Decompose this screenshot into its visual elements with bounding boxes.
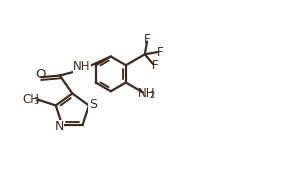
Text: F: F <box>151 60 158 72</box>
Text: N: N <box>54 120 64 133</box>
Text: F: F <box>144 33 150 46</box>
Text: NH: NH <box>138 87 156 100</box>
Text: 2: 2 <box>149 91 154 100</box>
Text: S: S <box>89 98 97 111</box>
Text: CH: CH <box>23 93 40 106</box>
Text: F: F <box>156 45 163 58</box>
Text: 3: 3 <box>33 97 39 106</box>
Text: NH: NH <box>73 60 91 74</box>
Text: O: O <box>36 68 46 81</box>
